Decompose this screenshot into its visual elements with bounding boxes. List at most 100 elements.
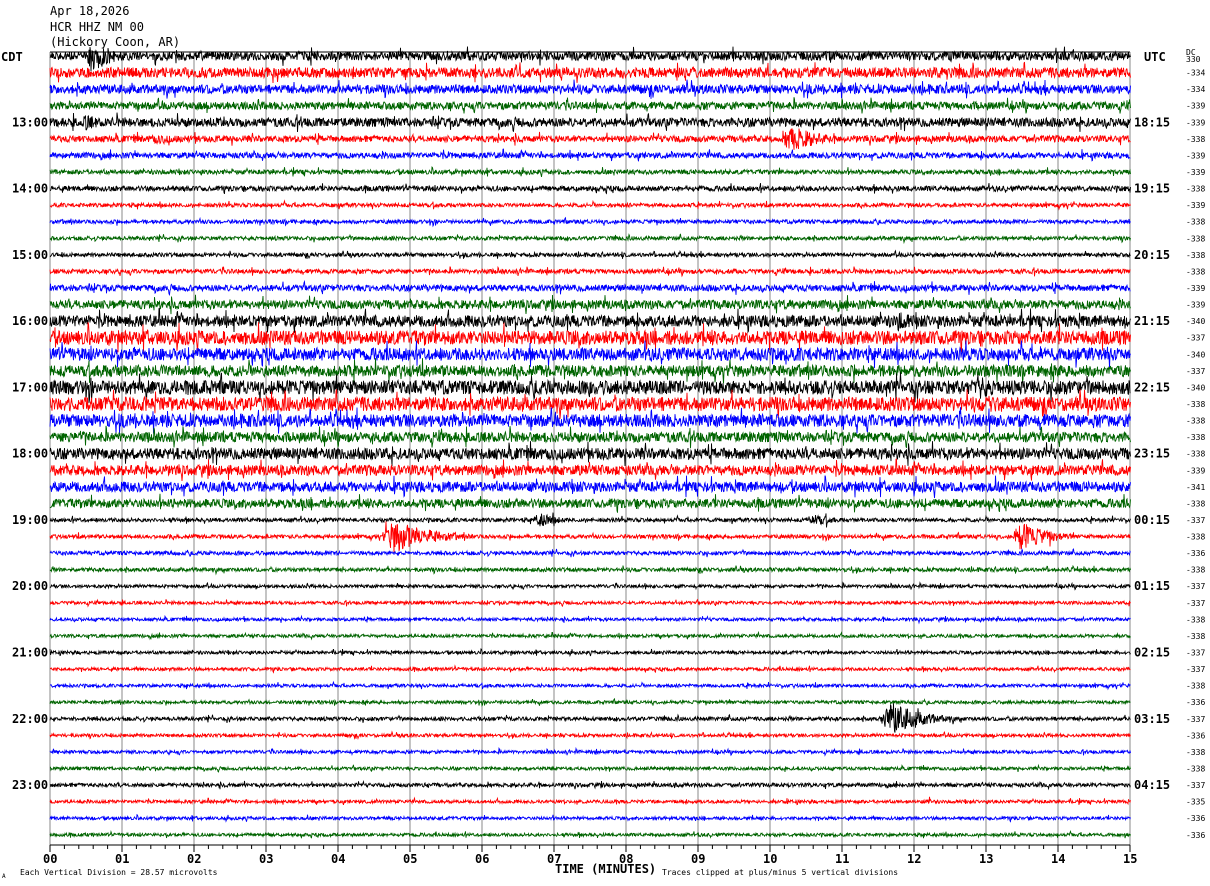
x-tick-label: 15 (1123, 852, 1137, 866)
trace-row-4 (49, 112, 1131, 133)
cdt-label: 23:00 (12, 778, 48, 792)
trace-row-26 (49, 475, 1131, 499)
dc-offset-label: -339 (1186, 284, 1205, 293)
trace-row-16 (49, 308, 1131, 334)
cdt-label: 18:00 (12, 447, 48, 461)
trace-row-15 (49, 294, 1131, 315)
dc-offset-label: -337 (1186, 715, 1205, 724)
trace-row-39 (49, 697, 1131, 707)
trace-row-43 (49, 763, 1131, 773)
trace-row-20 (49, 372, 1131, 403)
cdt-label: 16:00 (12, 314, 48, 328)
dc-offset-label: -338 (1186, 632, 1205, 641)
dc-offset-label: -336 (1186, 549, 1205, 558)
trace-row-23 (49, 425, 1131, 449)
trace-row-11 (49, 233, 1131, 245)
trace-row-47 (49, 829, 1131, 839)
x-tick-label: 09 (691, 852, 705, 866)
utc-label: 04:15 (1134, 778, 1170, 792)
dc-offset-label: -338 (1186, 234, 1205, 243)
dc-offset-label: -338 (1186, 499, 1205, 508)
x-tick-label: 07 (547, 852, 561, 866)
cdt-time-labels: 13:00 14:00 15:00 16:00 17:00 18:00 19:00 20:00… (12, 115, 48, 792)
dc-offset-label: -338 (1186, 267, 1205, 276)
trace-row-10 (49, 216, 1131, 228)
x-axis-label: TIME (MINUTES) (555, 862, 656, 876)
dc-offset-label: -338 (1186, 765, 1205, 774)
x-tick-label: 04 (331, 852, 345, 866)
trace-row-12 (49, 249, 1131, 260)
trace-row-41 (49, 730, 1131, 740)
trace-row-8 (49, 183, 1131, 195)
dc-offset-label: -336 (1186, 731, 1205, 740)
utc-label: 23:15 (1134, 447, 1170, 461)
x-tick-label: 11 (835, 852, 849, 866)
trace-row-19 (49, 358, 1131, 384)
x-tick-label: 05 (403, 852, 417, 866)
dc-offset-label: -339 (1186, 102, 1205, 111)
x-tick-label: 08 (619, 852, 633, 866)
dc-title: DC (1186, 48, 1196, 57)
dc-offset-label: -338 (1186, 748, 1205, 757)
dc-offset-label: -338 (1186, 533, 1205, 542)
trace-row-27 (49, 493, 1131, 513)
trace-row-3 (49, 97, 1131, 114)
trace-row-18 (49, 340, 1131, 369)
header-station: HCR HHZ NM 00 (50, 20, 144, 34)
cdt-label: 22:00 (12, 712, 48, 726)
trace-row-25 (49, 458, 1131, 482)
x-tick-label: 12 (907, 852, 921, 866)
cdt-label: 21:00 (12, 646, 48, 660)
dc-offset-label: -340 (1186, 317, 1205, 326)
seismic-traces (49, 46, 1131, 839)
trace-row-0 (49, 46, 1131, 72)
trace-row-36 (49, 648, 1131, 658)
trace-row-45 (49, 796, 1131, 806)
trace-row-21 (49, 388, 1131, 420)
utc-label: 19:15 (1134, 182, 1170, 196)
trace-row-6 (49, 148, 1131, 162)
dc-offset-label: -337 (1186, 582, 1205, 591)
header-date: Apr 18,2026 (50, 4, 129, 18)
utc-label: 22:15 (1134, 380, 1170, 394)
trace-row-5 (49, 128, 1131, 150)
cdt-label: 13:00 (12, 115, 48, 129)
dc-offset-label: -337 (1186, 781, 1205, 790)
trace-row-22 (49, 407, 1131, 434)
dc-offset-label: 330 (1186, 55, 1201, 64)
trace-row-30 (49, 547, 1131, 558)
dc-offset-label: -337 (1186, 334, 1205, 343)
dc-offset-label: -337 (1186, 665, 1205, 674)
dc-offset-label: -341 (1186, 483, 1205, 492)
dc-offset-label: -340 (1186, 383, 1205, 392)
trace-row-44 (49, 780, 1131, 791)
x-tick-label: 06 (475, 852, 489, 866)
utc-label: 20:15 (1134, 248, 1170, 262)
trace-row-29 (49, 521, 1131, 554)
utc-label: 03:15 (1134, 712, 1170, 726)
dc-offset-label: -340 (1186, 350, 1205, 359)
trace-row-1 (49, 61, 1131, 84)
dc-offset-label: -336 (1186, 831, 1205, 840)
dc-offset-label: -338 (1186, 433, 1205, 442)
x-tick-label: 10 (763, 852, 777, 866)
dc-offset-label: -334 (1186, 69, 1205, 78)
dc-offset-label: -337 (1186, 367, 1205, 376)
utc-label: 21:15 (1134, 314, 1170, 328)
x-tick-label: 01 (115, 852, 129, 866)
cdt-label: 17:00 (12, 380, 48, 394)
utc-label: 02:15 (1134, 646, 1170, 660)
trace-row-9 (49, 199, 1131, 211)
x-tick-label: 14 (1051, 852, 1065, 866)
cdt-label: 20:00 (12, 579, 48, 593)
dc-offset-label: -334 (1186, 85, 1205, 94)
header-location: (Hickory Coon, AR) (50, 35, 180, 49)
dc-offset-label: -339 (1186, 466, 1205, 475)
utc-time-labels: 18:15 19:15 20:15 21:15 22:15 23:15 00:15 01:15… (1134, 115, 1170, 792)
dc-offset-label: -338 (1186, 450, 1205, 459)
dc-offset-label: -339 (1186, 118, 1205, 127)
trace-row-13 (49, 265, 1131, 278)
cdt-label: 15:00 (12, 248, 48, 262)
dc-offset-label: -338 (1186, 615, 1205, 624)
